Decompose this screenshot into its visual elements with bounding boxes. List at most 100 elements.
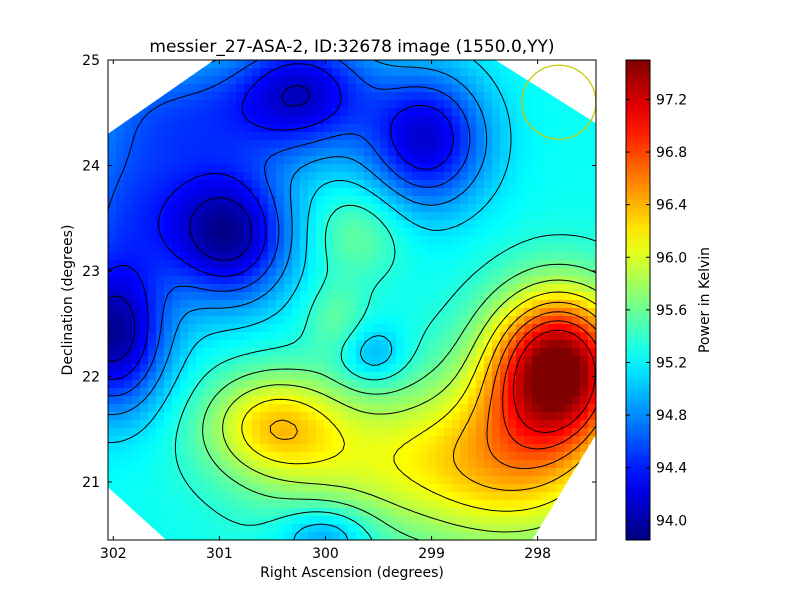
heatmap-cell — [500, 76, 509, 85]
heatmap-cell — [188, 508, 197, 517]
heatmap-cell — [588, 364, 596, 373]
heatmap-cell — [356, 148, 365, 157]
heatmap-cell — [284, 508, 293, 517]
heatmap-cell — [540, 348, 549, 357]
heatmap-cell — [428, 284, 437, 293]
heatmap-cell — [244, 68, 253, 77]
heatmap-cell — [452, 228, 461, 237]
heatmap-cell — [124, 284, 133, 293]
heatmap-cell — [244, 276, 253, 285]
heatmap-cell — [252, 292, 261, 301]
heatmap-cell — [156, 236, 165, 245]
heatmap-cell — [348, 364, 357, 373]
heatmap-cell — [476, 236, 485, 245]
heatmap-cell — [444, 292, 453, 301]
heatmap-cell — [420, 420, 429, 429]
heatmap-cell — [108, 92, 117, 101]
heatmap-cell — [380, 148, 389, 157]
heatmap-cell — [252, 76, 261, 85]
heatmap-cell — [580, 516, 589, 525]
heatmap-cell — [148, 364, 157, 373]
heatmap-cell — [428, 92, 437, 101]
heatmap-cell — [476, 116, 485, 125]
heatmap-cell — [196, 124, 205, 133]
heatmap-cell — [476, 276, 485, 285]
heatmap-cell — [524, 124, 533, 133]
heatmap-cell — [188, 108, 197, 117]
heatmap-cell — [500, 372, 509, 381]
heatmap-cell — [404, 452, 413, 461]
heatmap-cell — [140, 420, 149, 429]
heatmap-cell — [436, 500, 445, 509]
heatmap-cell — [156, 428, 165, 437]
heatmap-cell — [516, 260, 525, 269]
heatmap-cell — [388, 148, 397, 157]
heatmap-cell — [188, 116, 197, 125]
heatmap-cell — [180, 212, 189, 221]
heatmap-cell — [396, 420, 405, 429]
heatmap-cell — [220, 260, 229, 269]
heatmap-cell — [556, 492, 565, 501]
heatmap-cell — [372, 476, 381, 485]
colorbar-tick-label: 94.8 — [656, 408, 687, 424]
heatmap-cell — [428, 308, 437, 317]
heatmap-cell — [420, 84, 429, 93]
heatmap-cell — [404, 284, 413, 293]
heatmap-cell — [356, 212, 365, 221]
heatmap-cell — [564, 380, 573, 389]
heatmap-cell — [172, 196, 181, 205]
heatmap-cell — [412, 228, 421, 237]
heatmap-cell — [132, 308, 141, 317]
heatmap-cell — [516, 508, 525, 517]
heatmap-cell — [260, 300, 269, 309]
heatmap-cell — [484, 188, 493, 197]
heatmap-cell — [132, 92, 141, 101]
heatmap-cell — [132, 60, 141, 69]
heatmap-cell — [508, 244, 517, 253]
heatmap-cell — [580, 260, 589, 269]
heatmap-cell — [188, 124, 197, 133]
heatmap-cell — [524, 332, 533, 341]
heatmap-cell — [156, 188, 165, 197]
heatmap-cell — [364, 524, 373, 533]
heatmap-cell — [268, 316, 277, 325]
heatmap-cell — [564, 284, 573, 293]
heatmap-cell — [532, 420, 541, 429]
heatmap-cell — [476, 140, 485, 149]
heatmap-cell — [228, 388, 237, 397]
heatmap-cell — [244, 332, 253, 341]
heatmap-cell — [220, 276, 229, 285]
heatmap-cell — [156, 252, 165, 261]
heatmap-cell — [236, 180, 245, 189]
heatmap-cell — [324, 396, 333, 405]
heatmap-cell — [316, 468, 325, 477]
heatmap-cell — [412, 356, 421, 365]
heatmap-cell — [188, 180, 197, 189]
heatmap-cell — [436, 372, 445, 381]
heatmap-cell — [452, 364, 461, 373]
heatmap-cell — [164, 164, 173, 173]
heatmap-cell — [476, 420, 485, 429]
heatmap-cell — [140, 92, 149, 101]
heatmap-cell — [204, 412, 213, 421]
heatmap-cell — [172, 108, 181, 117]
heatmap-cell — [388, 444, 397, 453]
heatmap-cell — [492, 228, 501, 237]
heatmap-cell — [548, 92, 557, 101]
heatmap-cell — [444, 508, 453, 517]
heatmap-cell — [580, 220, 589, 229]
heatmap-cell — [292, 76, 301, 85]
heatmap-cell — [220, 308, 229, 317]
heatmap-cell — [252, 124, 261, 133]
heatmap-cell — [412, 148, 421, 157]
heatmap-cell — [556, 468, 565, 477]
heatmap-cell — [228, 380, 237, 389]
heatmap-cell — [580, 236, 589, 245]
heatmap-cell — [140, 436, 149, 445]
heatmap-cell — [532, 396, 541, 405]
heatmap-cell — [396, 356, 405, 365]
heatmap-cell — [436, 444, 445, 453]
heatmap-cell — [196, 228, 205, 237]
heatmap-cell — [340, 284, 349, 293]
heatmap-cell — [108, 524, 117, 533]
